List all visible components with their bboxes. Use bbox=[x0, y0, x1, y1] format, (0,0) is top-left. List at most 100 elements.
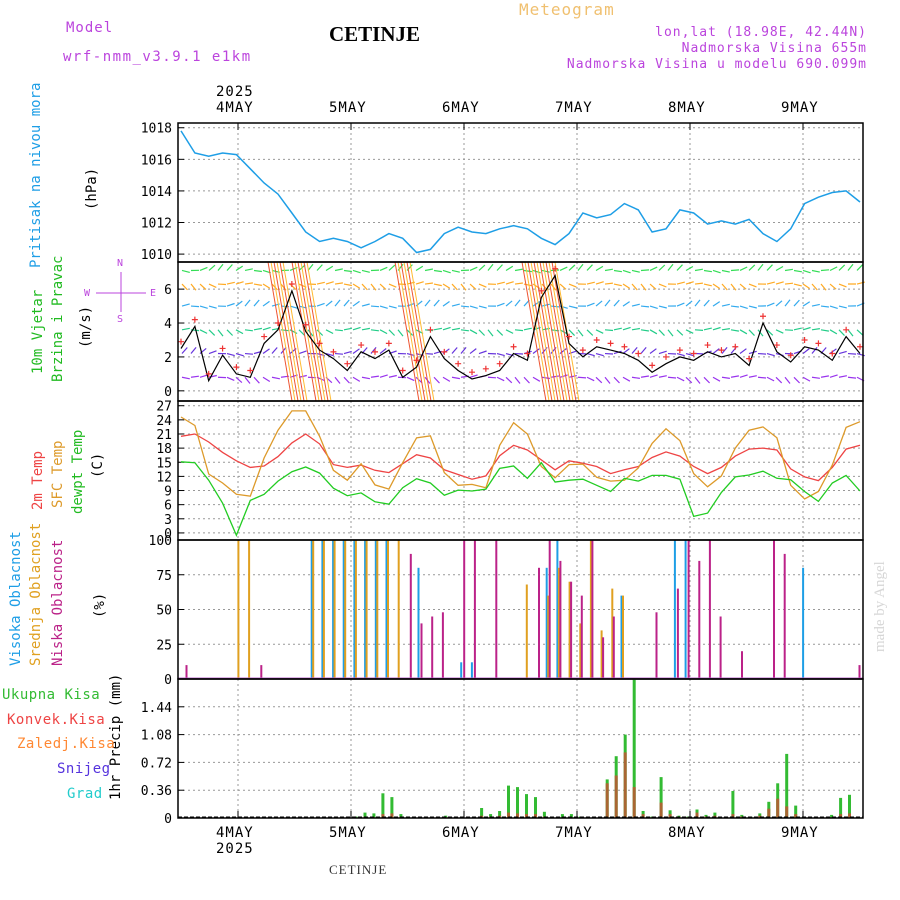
cloud-low-bar bbox=[463, 540, 466, 679]
wind-arrow bbox=[469, 283, 477, 290]
wind-arrow bbox=[604, 329, 614, 332]
wind-arrow bbox=[622, 301, 630, 307]
panel-frame bbox=[177, 400, 864, 541]
wind-arrow bbox=[595, 376, 603, 384]
cloud-high-bar bbox=[545, 567, 548, 679]
wind-streak bbox=[306, 261, 332, 402]
wind-arrow bbox=[190, 283, 197, 291]
wind-arrow bbox=[766, 329, 774, 336]
wind-arrow bbox=[712, 301, 721, 307]
precip-conv-bar bbox=[632, 787, 636, 818]
cloud-mid-bar bbox=[354, 540, 357, 679]
wind-arrow bbox=[343, 376, 350, 384]
wind-streak bbox=[548, 261, 574, 402]
wind-arrow bbox=[280, 329, 290, 332]
wind-arrow bbox=[424, 268, 434, 272]
y-tick-label: 15 bbox=[156, 456, 172, 471]
cloud-mid-bar bbox=[589, 540, 592, 679]
precip-conv-bar bbox=[534, 814, 537, 818]
wind-gust-mark bbox=[829, 350, 836, 357]
wind-arrow bbox=[757, 376, 767, 379]
wind-arrow bbox=[712, 269, 721, 274]
wind-streak bbox=[545, 261, 571, 402]
wind-arrow bbox=[217, 329, 224, 337]
wind-arrow bbox=[523, 327, 532, 331]
wind-arrow bbox=[712, 283, 721, 289]
wind-arrow bbox=[793, 299, 800, 307]
wind-arrow bbox=[667, 263, 674, 271]
cloud-low-bar bbox=[783, 553, 786, 679]
wind-arrow bbox=[739, 283, 747, 290]
precip-conv-bar bbox=[758, 815, 762, 818]
cloud-low-bar bbox=[570, 581, 573, 679]
wind-arrow bbox=[568, 264, 576, 271]
wind-streak bbox=[539, 261, 565, 402]
wind-arrow bbox=[559, 266, 568, 272]
wind-arrow bbox=[271, 376, 281, 380]
wind-arrow bbox=[721, 328, 730, 331]
wind-gust-mark bbox=[455, 360, 462, 367]
wind-arrow bbox=[748, 329, 755, 337]
wind-streak bbox=[542, 261, 568, 402]
wind-arrow bbox=[424, 282, 433, 285]
wind-streak bbox=[279, 261, 305, 402]
wind-streak bbox=[551, 261, 577, 402]
wind-arrow bbox=[838, 329, 845, 337]
precip-total-bar bbox=[498, 811, 502, 818]
cloud-high-bar bbox=[310, 540, 313, 679]
wind-arrow bbox=[235, 352, 244, 357]
wind-arrow bbox=[334, 268, 343, 272]
wind-arrow bbox=[775, 300, 783, 307]
cloud-low-bar bbox=[580, 595, 583, 679]
precip-conv-bar bbox=[381, 814, 385, 818]
wind-arrow bbox=[757, 352, 767, 355]
cloud-mid-bar bbox=[237, 540, 240, 679]
panel-frame bbox=[177, 539, 864, 680]
wind-arrow bbox=[199, 305, 208, 309]
wind-arrow bbox=[766, 352, 775, 357]
cloud-mid-bar bbox=[344, 540, 347, 679]
wind-arrow bbox=[685, 300, 693, 307]
wind-arrow bbox=[784, 376, 791, 384]
wind-arrow bbox=[820, 283, 827, 291]
wind-arrow bbox=[658, 305, 667, 309]
wind-arrow bbox=[739, 305, 748, 309]
wind-gust-mark bbox=[718, 347, 725, 354]
cloud-low-bar bbox=[773, 540, 775, 679]
y-tick-label: 1018 bbox=[141, 122, 172, 137]
wind-arrow bbox=[802, 283, 810, 289]
wind-arrow bbox=[442, 326, 451, 331]
wind-arrow bbox=[235, 265, 244, 271]
precip-total-bar bbox=[525, 794, 528, 818]
wind-arrow bbox=[226, 376, 235, 381]
wind-arrow bbox=[820, 269, 830, 272]
wind-arrow bbox=[604, 268, 613, 272]
y-tick-label: 0.36 bbox=[141, 784, 172, 799]
wind-arrow bbox=[199, 266, 208, 272]
wind-streak bbox=[533, 261, 559, 402]
wind-arrow bbox=[829, 305, 838, 309]
wind-arrow bbox=[289, 329, 298, 335]
wind-arrow bbox=[208, 329, 216, 336]
wind-arrow bbox=[631, 283, 638, 291]
wind-arrow bbox=[757, 329, 764, 337]
wind-arrow bbox=[253, 269, 262, 273]
wind-arrow bbox=[181, 303, 190, 307]
wind-gust-mark bbox=[552, 265, 559, 272]
wind-arrow bbox=[838, 264, 846, 271]
cloud-high-bar bbox=[620, 595, 623, 679]
wind-arrow bbox=[604, 282, 613, 285]
wind-arrow bbox=[721, 303, 730, 307]
wind-arrow bbox=[433, 269, 442, 273]
y-tick-label: 2 bbox=[164, 351, 172, 366]
year-top: 2025 bbox=[216, 84, 254, 100]
wind-arrow bbox=[451, 327, 461, 331]
wind-arrow bbox=[595, 329, 604, 334]
compass-w: W bbox=[84, 288, 91, 299]
wind-arrow bbox=[325, 329, 334, 335]
wind-arrow bbox=[703, 269, 712, 273]
day-bottom-3: 6MAY bbox=[442, 825, 480, 841]
wind-gust-mark bbox=[441, 348, 448, 355]
precip-total-bar bbox=[372, 813, 376, 818]
precip-total-bar bbox=[534, 797, 537, 818]
